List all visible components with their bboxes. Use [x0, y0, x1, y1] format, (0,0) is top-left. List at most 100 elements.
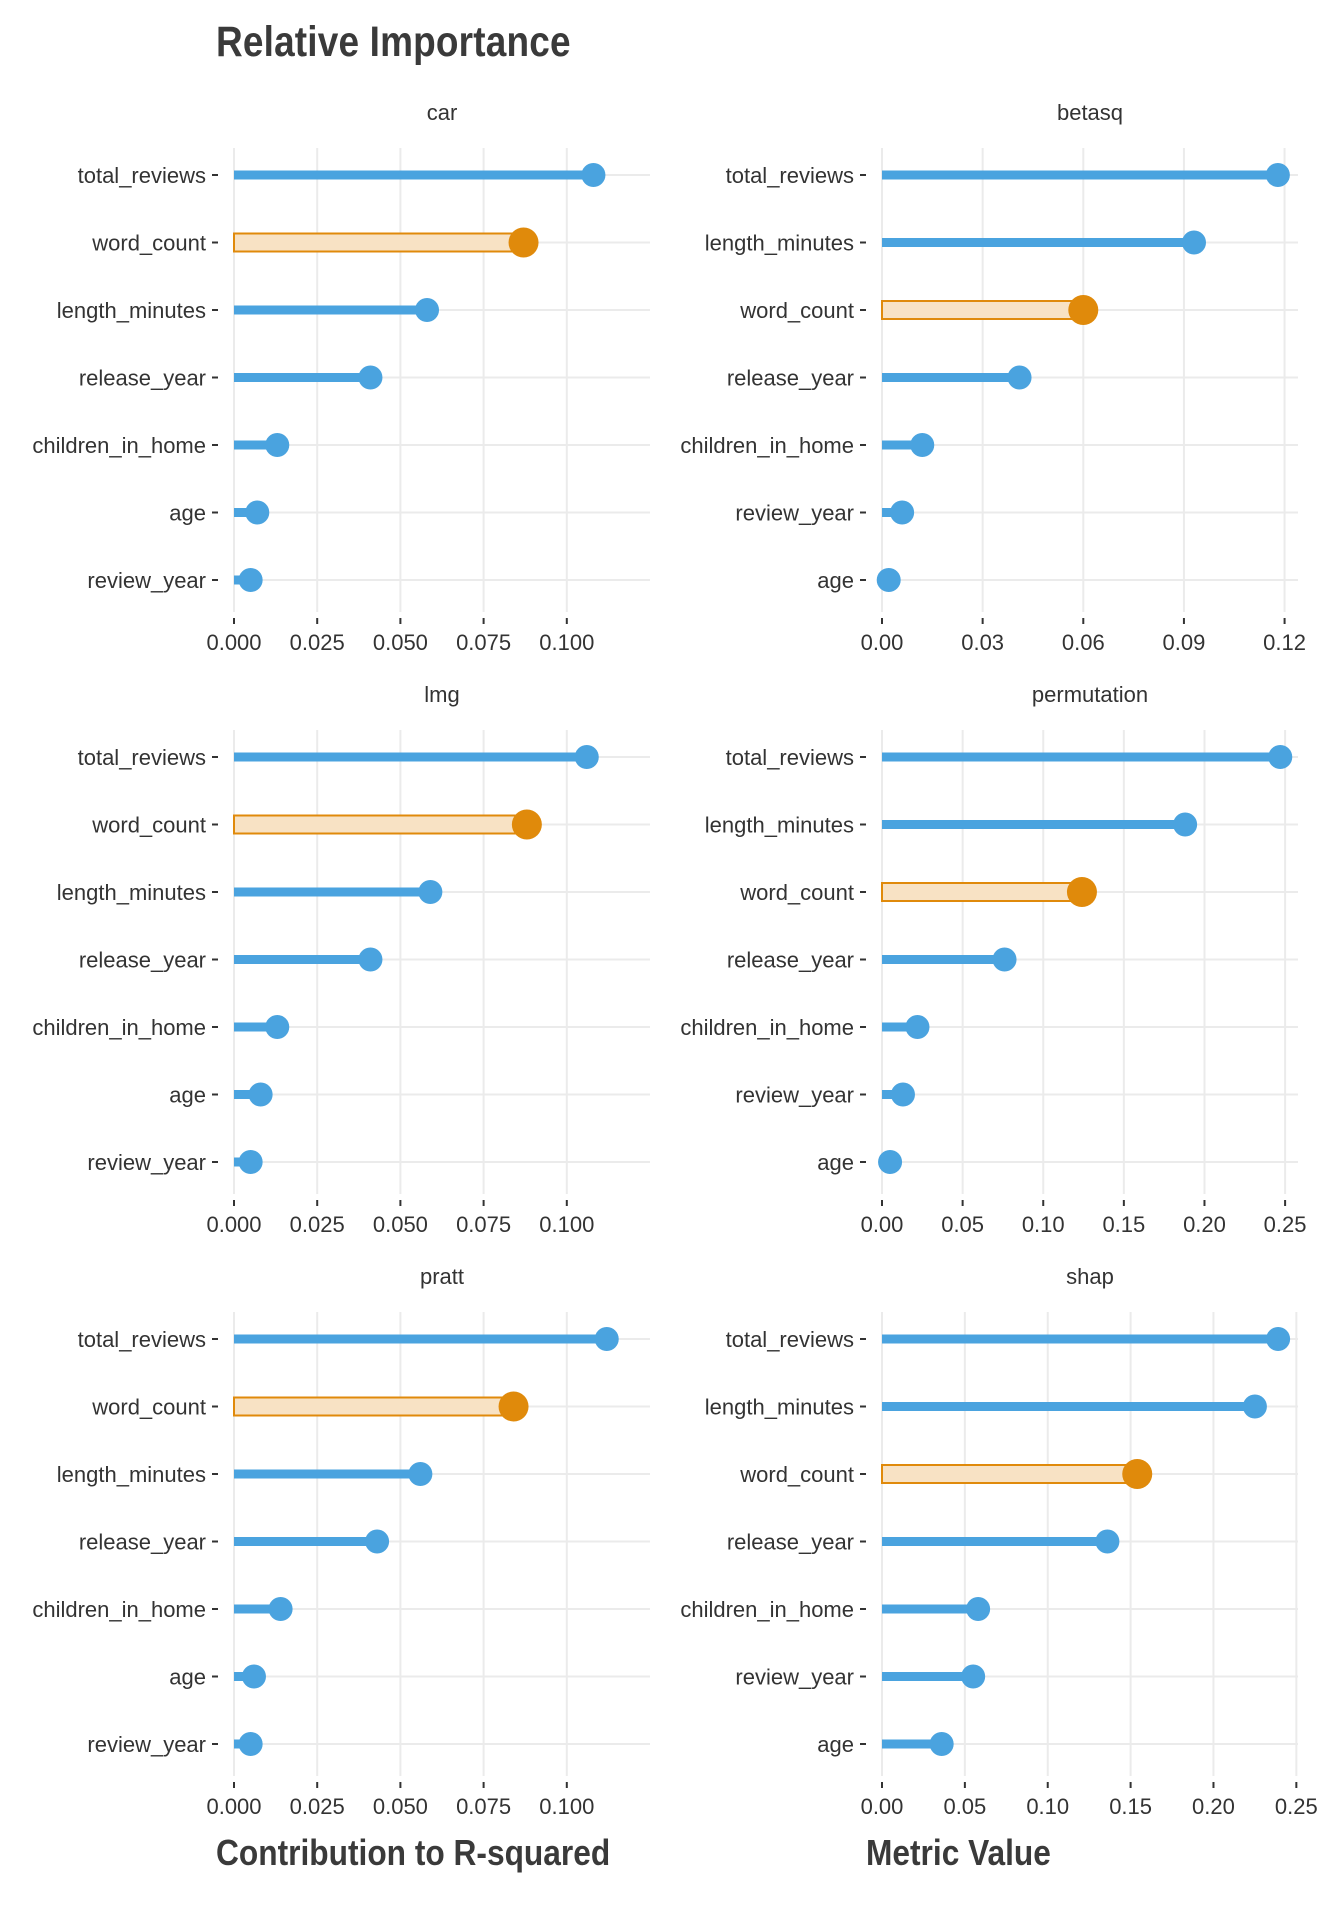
x-axis-label-left: Contribution to R-squared: [216, 1832, 611, 1873]
data-point: [418, 880, 443, 904]
y-tick-label: length_minutes: [57, 880, 206, 905]
y-tick-label: children_in_home: [680, 1015, 854, 1040]
y-tick-label: length_minutes: [57, 1462, 206, 1487]
data-point: [358, 365, 383, 390]
panel-title: betasq: [1057, 100, 1123, 125]
data-point: [265, 433, 290, 457]
y-tick-label: total_reviews: [726, 745, 854, 770]
x-tick-label: 0.050: [373, 1794, 428, 1819]
data-point-highlight: [508, 227, 539, 258]
y-tick-label: release_year: [727, 948, 854, 973]
x-tick-label: 0.15: [1109, 1794, 1152, 1819]
x-tick-label: 0.000: [206, 1212, 261, 1237]
y-tick-label: word_count: [91, 1395, 206, 1420]
data-point-highlight: [511, 809, 542, 840]
data-point: [238, 1732, 263, 1756]
x-tick-label: 0.20: [1183, 1212, 1226, 1237]
panel-title: pratt: [420, 1264, 464, 1289]
highlight-bar: [233, 814, 528, 835]
data-point: [358, 947, 383, 972]
data-point: [1095, 1529, 1120, 1554]
y-tick-label: release_year: [79, 366, 206, 391]
x-tick-label: 0.05: [941, 1212, 984, 1237]
x-tick-label: 0.10: [1022, 1212, 1065, 1237]
highlight-bar: [233, 1396, 515, 1417]
y-tick-label: release_year: [727, 1530, 854, 1555]
x-tick-label: 0.25: [1264, 1212, 1307, 1237]
data-point: [1182, 230, 1206, 255]
data-point: [1266, 1327, 1291, 1351]
data-point-highlight: [1066, 877, 1097, 907]
y-tick-label: children_in_home: [680, 1597, 854, 1622]
y-tick-label: review_year: [735, 1083, 854, 1108]
x-tick-label: 0.06: [1062, 630, 1105, 655]
y-tick-label: length_minutes: [705, 813, 854, 838]
y-tick-label: review_year: [735, 501, 854, 526]
data-point: [876, 568, 901, 592]
x-tick-label: 0.075: [456, 1794, 511, 1819]
x-tick-label: 0.15: [1102, 1212, 1145, 1237]
data-point: [1007, 365, 1032, 390]
x-tick-label: 0.075: [456, 630, 511, 655]
x-tick-label: 0.10: [1026, 1794, 1069, 1819]
y-tick-label: total_reviews: [78, 745, 206, 770]
y-tick-label: word_count: [739, 880, 854, 905]
panel-title: permutation: [1032, 682, 1148, 707]
data-point: [1242, 1394, 1267, 1419]
x-tick-label: 0.025: [290, 1212, 345, 1237]
y-tick-label: release_year: [79, 1530, 206, 1555]
x-tick-label: 0.075: [456, 1212, 511, 1237]
x-axis-label-right: Metric Value: [866, 1832, 1051, 1873]
y-tick-label: review_year: [87, 1150, 206, 1175]
data-point: [1268, 745, 1293, 769]
data-point: [245, 500, 270, 525]
x-tick-label: 0.12: [1263, 630, 1306, 655]
x-tick-label: 0.05: [943, 1794, 986, 1819]
data-point: [966, 1597, 991, 1621]
data-point: [238, 568, 263, 592]
data-point: [365, 1529, 390, 1554]
y-tick-label: age: [817, 568, 854, 593]
panel-title: shap: [1066, 1264, 1114, 1289]
y-tick-label: release_year: [727, 366, 854, 391]
chart-title: Relative Importance: [216, 18, 571, 66]
x-tick-label: 0.00: [861, 630, 904, 655]
highlight-bar: [881, 882, 1083, 902]
x-tick-label: 0.100: [539, 1794, 594, 1819]
y-tick-label: total_reviews: [726, 1327, 854, 1352]
data-point-highlight: [498, 1391, 529, 1422]
y-tick-label: children_in_home: [680, 433, 854, 458]
panel-lmg: lmg total_reviews word_count length_minutes…: [32, 682, 650, 1237]
x-tick-label: 0.00: [861, 1212, 904, 1237]
data-point: [992, 947, 1017, 972]
x-tick-label: 0.03: [961, 630, 1004, 655]
data-point: [594, 1327, 619, 1351]
panel-pratt: pratt total_reviews word_count length_minut…: [32, 1264, 650, 1819]
data-point: [1173, 812, 1198, 837]
highlight-bar: [881, 300, 1085, 320]
y-tick-label: release_year: [79, 948, 206, 973]
y-tick-label: review_year: [87, 568, 206, 593]
y-tick-label: age: [817, 1150, 854, 1175]
panel-shap: shap total_reviews length_minutes word_coun…: [680, 1264, 1317, 1819]
y-tick-label: age: [169, 1665, 206, 1690]
y-tick-label: review_year: [87, 1732, 206, 1757]
data-point: [929, 1732, 954, 1756]
panel-car: car total_reviews word_count length_minutes…: [32, 100, 650, 655]
data-point: [415, 298, 440, 322]
x-tick-label: 0.025: [290, 1794, 345, 1819]
data-point: [265, 1015, 290, 1039]
data-point-highlight: [1122, 1459, 1153, 1489]
data-point: [878, 1150, 903, 1174]
data-point: [890, 500, 915, 525]
data-point: [581, 163, 606, 187]
data-point: [961, 1664, 986, 1689]
y-tick-label: length_minutes: [57, 298, 206, 323]
data-point: [910, 433, 935, 457]
y-tick-label: word_count: [739, 1462, 854, 1487]
x-tick-label: 0.050: [373, 630, 428, 655]
data-point: [268, 1597, 293, 1621]
panel-title: car: [427, 100, 458, 125]
y-tick-label: children_in_home: [32, 1015, 206, 1040]
x-tick-label: 0.025: [290, 630, 345, 655]
